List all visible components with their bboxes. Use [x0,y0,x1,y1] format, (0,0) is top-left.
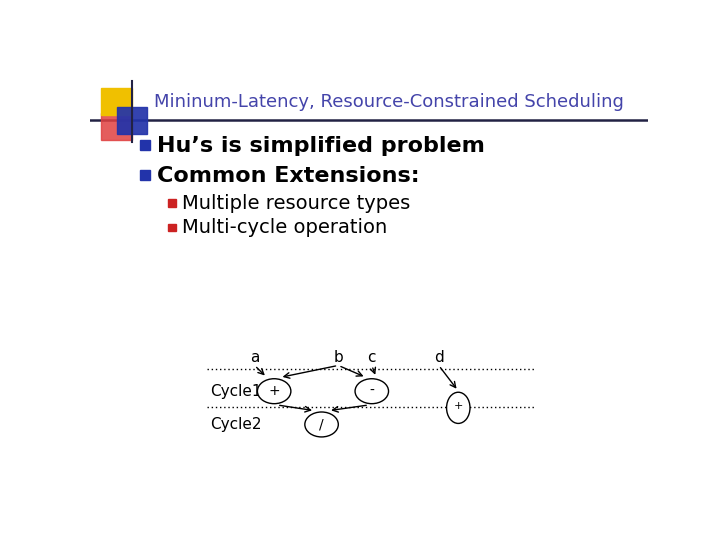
Bar [168,224,176,231]
Text: Common Extensions:: Common Extensions: [157,166,420,186]
Text: Mininum-Latency, Resource-Constrained Scheduling: Mininum-Latency, Resource-Constrained Sc… [154,93,624,111]
Text: +: + [454,401,463,411]
Circle shape [355,379,389,404]
Circle shape [305,412,338,437]
Text: d: d [434,350,444,366]
Text: a: a [250,350,259,366]
Bar [117,107,148,134]
Text: /: / [319,417,324,431]
Text: Multi-cycle operation: Multi-cycle operation [182,218,387,237]
Bar [101,113,132,140]
Text: c: c [367,350,376,366]
Text: Cycle1: Cycle1 [210,384,261,399]
Circle shape [258,379,291,404]
Ellipse shape [446,392,470,423]
Text: -: - [369,384,374,398]
Bar [140,170,150,180]
Text: +: + [269,384,280,398]
Text: Cycle2: Cycle2 [210,417,261,432]
Text: Multiple resource types: Multiple resource types [182,194,410,213]
Text: Hu’s is simplified problem: Hu’s is simplified problem [157,136,485,156]
Text: b: b [333,350,343,366]
Bar [140,140,150,150]
Bar [168,199,176,207]
Bar [101,87,132,114]
